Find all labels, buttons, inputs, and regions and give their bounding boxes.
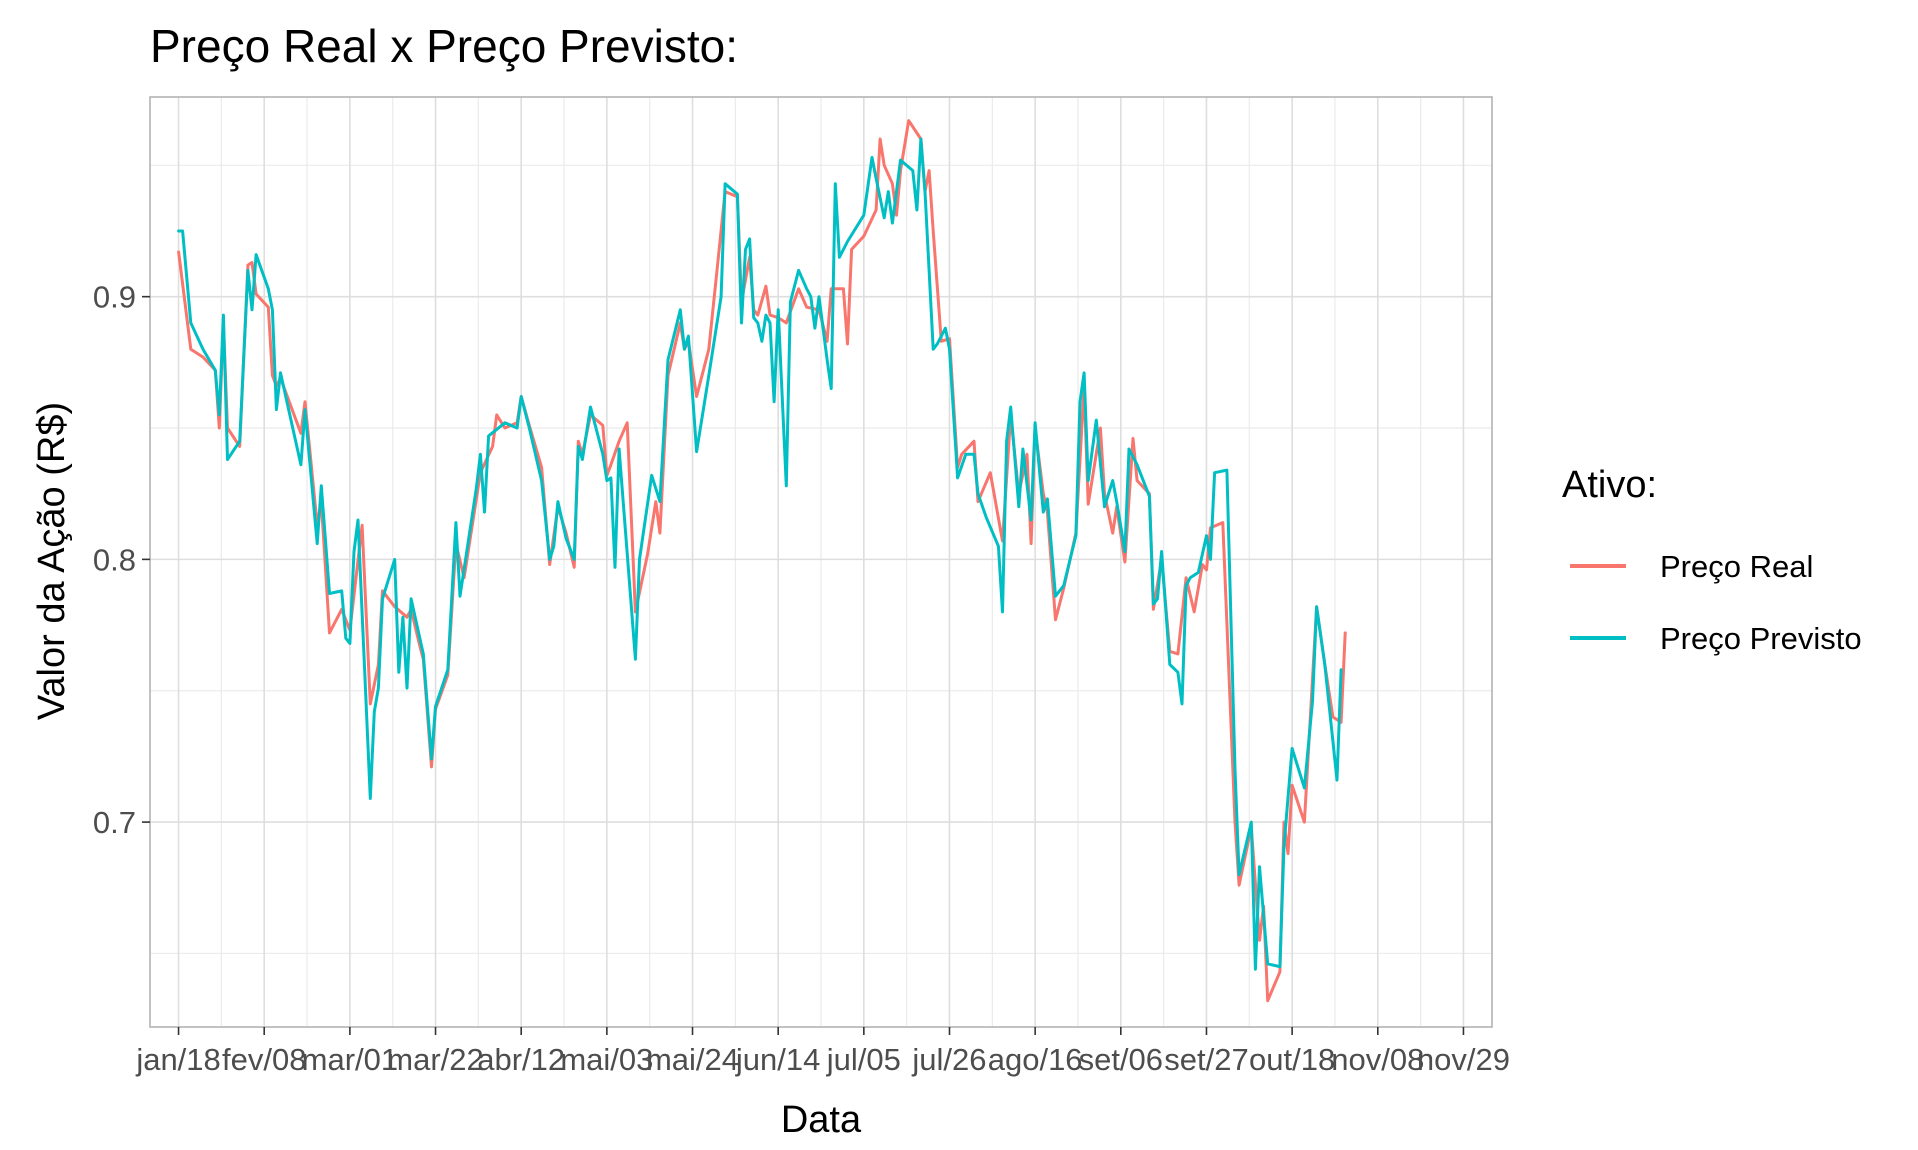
series-line-preco-previsto bbox=[177, 137, 1343, 971]
y-axis: 0.7 0.8 0.9 bbox=[93, 280, 150, 840]
x-axis: jan/18 fev/08mar/01mar/22abr/12mai/03mai/… bbox=[135, 1027, 1510, 1077]
x-tick-label: fev/08 bbox=[222, 1042, 306, 1077]
x-tick-label: jun/14 bbox=[735, 1042, 820, 1077]
x-tick-label: jul/26 bbox=[911, 1042, 986, 1077]
x-tick-label: set/27 bbox=[1164, 1042, 1248, 1077]
legend: Ativo: Preço Real Preço Previsto bbox=[1562, 464, 1862, 656]
legend-label-preco-previsto: Preço Previsto bbox=[1660, 621, 1862, 656]
grid-major bbox=[150, 97, 1492, 1027]
x-tick-label: mar/22 bbox=[387, 1042, 483, 1077]
x-tick-label: abr/12 bbox=[477, 1042, 565, 1077]
x-tick-label: ago/16 bbox=[988, 1042, 1083, 1077]
x-axis-title: Data bbox=[781, 1099, 862, 1141]
x-tick-label: nov/08 bbox=[1331, 1042, 1424, 1077]
x-tick-label: jul/05 bbox=[826, 1042, 901, 1077]
y-tick-label: 0.7 bbox=[93, 805, 136, 840]
series-layer bbox=[177, 119, 1347, 1003]
x-tick-label: set/06 bbox=[1079, 1042, 1163, 1077]
chart-title: Preço Real x Preço Previsto: bbox=[150, 20, 738, 72]
y-tick-label: 0.8 bbox=[93, 542, 136, 577]
grid-minor bbox=[150, 97, 1492, 1027]
x-tick-label: jan/18 bbox=[135, 1042, 220, 1077]
y-tick-label: 0.9 bbox=[93, 280, 136, 315]
x-tick-label: mai/24 bbox=[646, 1042, 739, 1077]
y-axis-title: Valor da Ação (R$) bbox=[31, 402, 73, 720]
x-tick-label: mar/01 bbox=[302, 1042, 398, 1077]
x-tick-label: out/18 bbox=[1249, 1042, 1335, 1077]
x-tick-label: mai/03 bbox=[560, 1042, 653, 1077]
plot-panel-border bbox=[149, 96, 1493, 1028]
legend-title: Ativo: bbox=[1562, 464, 1657, 506]
legend-label-preco-real: Preço Real bbox=[1660, 549, 1813, 584]
x-tick-label: nov/29 bbox=[1417, 1042, 1510, 1077]
